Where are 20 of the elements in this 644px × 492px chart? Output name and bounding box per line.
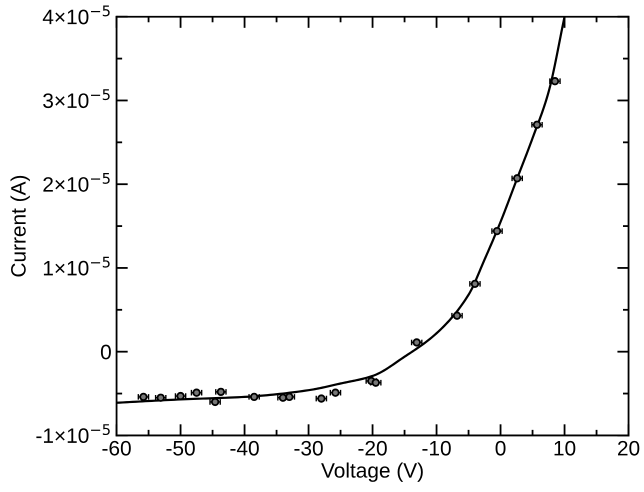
x-axis-title: Voltage (V) [321, 462, 423, 482]
x-tick-label: -10 [422, 440, 451, 456]
y-tick-label: 3×10$^{−5}$ [43, 89, 110, 108]
y-tick-label: 4×10$^{−5}$ [42, 6, 110, 24]
x-tick-label: 10 [554, 440, 576, 456]
y-tick-label: 1×10$^{−5}$ [44, 256, 110, 276]
x-tick-label: -50 [166, 440, 195, 456]
point [412, 338, 421, 347]
x-tick-label: -40 [230, 440, 259, 456]
x-tick-label: 0 [496, 440, 506, 456]
y-axis-title: Current (A) [10, 176, 30, 277]
y-tick-label: 0 [100, 344, 111, 360]
point [513, 174, 522, 183]
y-tick-label: -1×10$^{−5}$ [36, 424, 110, 444]
point [156, 394, 165, 402]
x-tick-label: -60 [102, 440, 131, 456]
x-tick-label: 20 [618, 440, 640, 456]
x-tick-label: -20 [358, 440, 387, 456]
x-tick-label: -30 [294, 440, 323, 456]
y-tick-label: 2×10$^{−5}$ [43, 173, 110, 192]
